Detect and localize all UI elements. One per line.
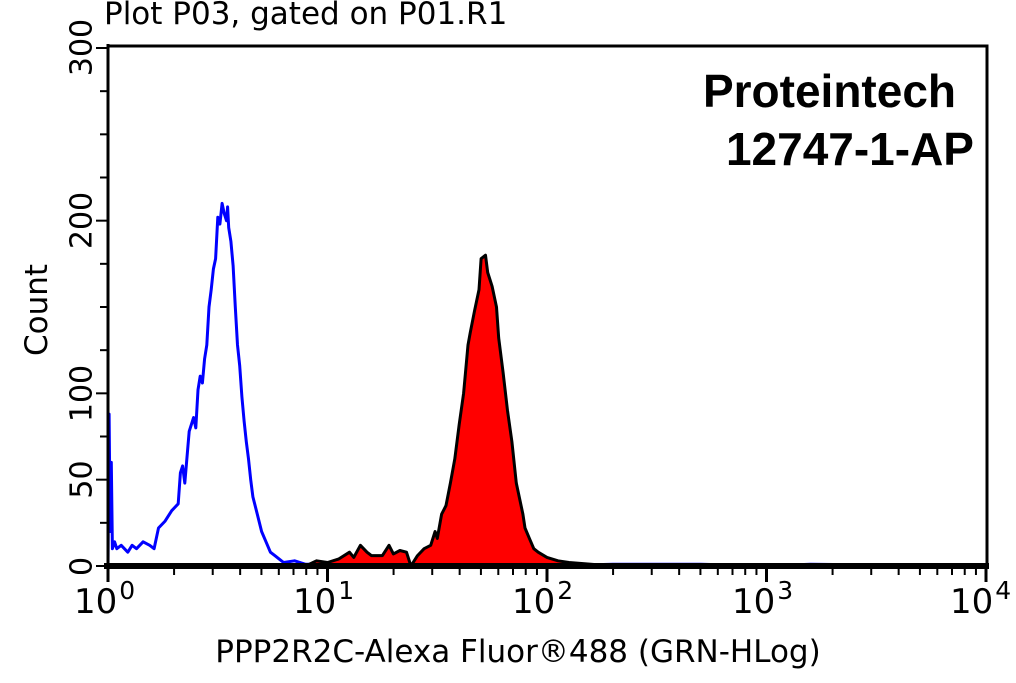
y-tick-label-100: 100	[64, 364, 100, 423]
x-tick-exponent: 1	[338, 576, 355, 605]
x-axis-label: PPP2R2C-Alexa Fluor®488 (GRN-HLog)	[215, 634, 821, 670]
x-tick-exponent: 2	[557, 576, 574, 605]
x-tick-exponent: 0	[119, 576, 136, 605]
x-tick-exponent: 3	[777, 576, 794, 605]
y-tick-label-200: 200	[64, 191, 100, 250]
x-tick-base: 10	[74, 582, 118, 622]
x-tick-label-1e4: 104	[950, 576, 1011, 622]
sample-histogram-fill	[205, 253, 615, 568]
control-histogram-line	[106, 201, 987, 568]
x-tick-label-1e2: 102	[512, 576, 573, 622]
y-tick-label-50: 50	[64, 460, 100, 499]
plot-area	[96, 44, 989, 582]
x-tick-base: 10	[293, 582, 337, 622]
x-tick-base: 10	[732, 582, 776, 622]
brand-name: Proteintech	[702, 65, 956, 117]
catalog-number: 12747-1-AP	[725, 123, 974, 175]
y-tick-label-300: 300	[64, 18, 100, 77]
x-tick-exponent: 4	[995, 576, 1012, 605]
x-tick-label-1e3: 103	[732, 576, 793, 622]
x-tick-base: 10	[512, 582, 556, 622]
chart-title: Plot P03, gated on P01.R1	[104, 0, 508, 32]
y-axis-label: Count	[19, 263, 55, 357]
x-tick-base: 10	[950, 582, 994, 622]
x-tick-label-1e0: 100	[74, 576, 135, 622]
annotation-box: Proteintech 12747-1-AP	[702, 62, 974, 178]
x-tick-label-1e1: 101	[293, 576, 354, 622]
